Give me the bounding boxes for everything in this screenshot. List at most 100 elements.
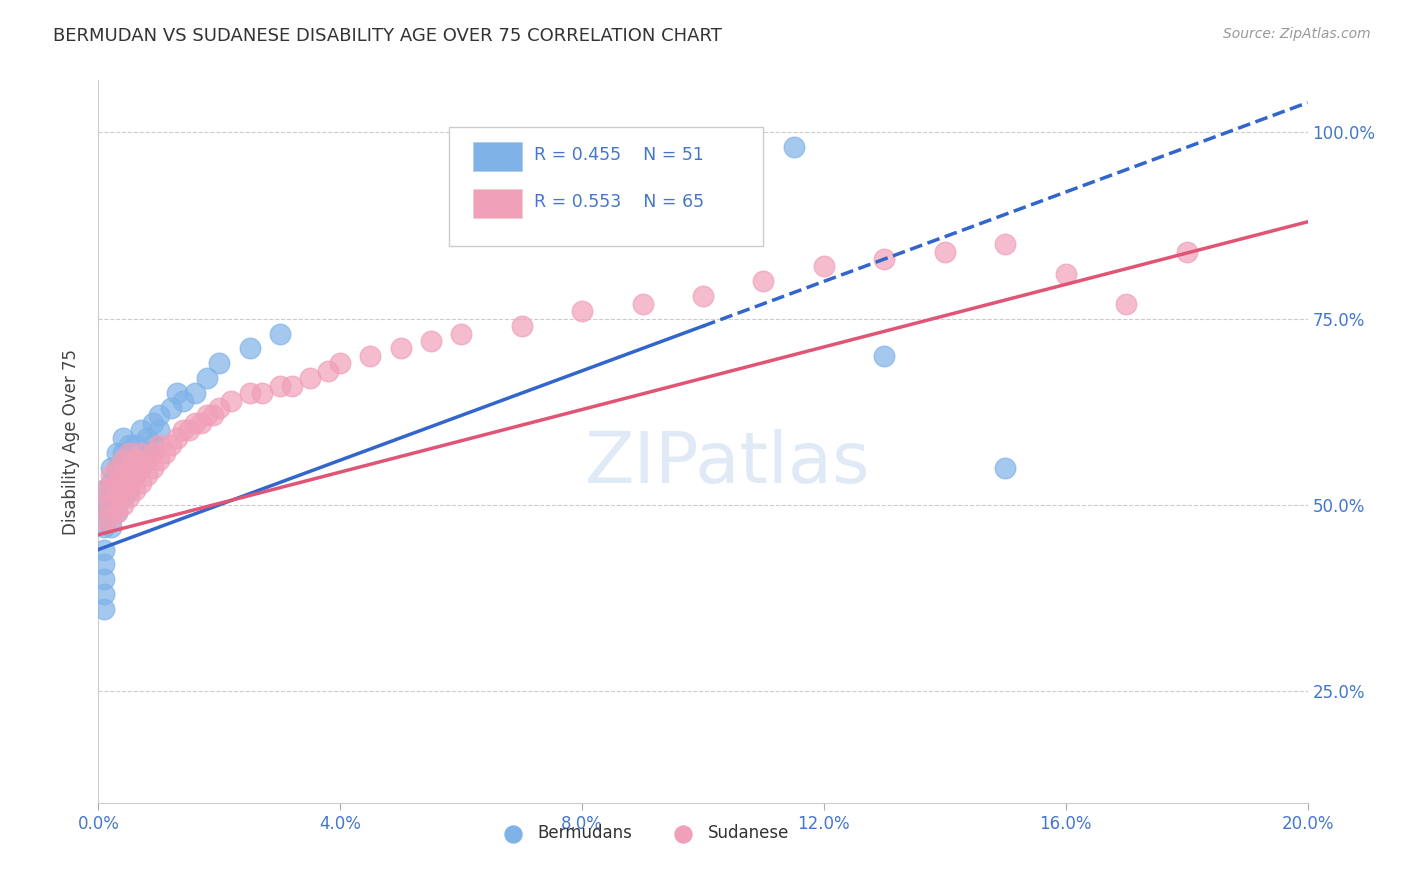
Point xyxy=(105,491,128,505)
Point xyxy=(100,475,122,490)
Point xyxy=(100,498,122,512)
Point xyxy=(142,460,165,475)
Point xyxy=(111,483,134,497)
Point xyxy=(269,378,291,392)
Text: ZIPatlas: ZIPatlas xyxy=(585,429,870,498)
Point xyxy=(172,423,194,437)
Point xyxy=(153,446,176,460)
Point xyxy=(239,342,262,356)
Point xyxy=(269,326,291,341)
Point xyxy=(873,252,896,266)
Point xyxy=(1054,267,1077,281)
Point xyxy=(105,446,128,460)
Point xyxy=(148,409,170,423)
Point xyxy=(783,140,806,154)
Point xyxy=(129,475,152,490)
Point xyxy=(135,468,157,483)
Text: BERMUDAN VS SUDANESE DISABILITY AGE OVER 75 CORRELATION CHART: BERMUDAN VS SUDANESE DISABILITY AGE OVER… xyxy=(53,27,723,45)
Point xyxy=(631,297,654,311)
Point xyxy=(111,498,134,512)
Point xyxy=(93,483,115,497)
Point xyxy=(111,468,134,483)
Point xyxy=(93,520,115,534)
Point xyxy=(100,491,122,505)
Point xyxy=(93,498,115,512)
Point xyxy=(994,460,1017,475)
Point xyxy=(124,468,146,483)
Point xyxy=(118,446,141,460)
Point xyxy=(510,319,533,334)
FancyBboxPatch shape xyxy=(474,142,522,170)
Point xyxy=(329,356,352,370)
Point xyxy=(208,356,231,370)
Point xyxy=(93,558,115,572)
Point xyxy=(124,468,146,483)
Point xyxy=(105,475,128,490)
Point xyxy=(118,483,141,497)
Point xyxy=(571,304,593,318)
Point xyxy=(360,349,382,363)
Text: Source: ZipAtlas.com: Source: ZipAtlas.com xyxy=(1223,27,1371,41)
Point xyxy=(105,460,128,475)
Point xyxy=(873,349,896,363)
Point xyxy=(195,371,218,385)
Point xyxy=(129,460,152,475)
Point xyxy=(934,244,956,259)
Point xyxy=(129,460,152,475)
Point xyxy=(135,431,157,445)
Point xyxy=(111,475,134,490)
Point xyxy=(105,505,128,519)
Point xyxy=(105,491,128,505)
Point xyxy=(129,446,152,460)
Point xyxy=(190,416,212,430)
Point xyxy=(105,475,128,490)
Point xyxy=(813,260,835,274)
Point xyxy=(100,483,122,497)
Point xyxy=(160,401,183,415)
Point xyxy=(184,416,207,430)
Point xyxy=(118,438,141,452)
Point xyxy=(208,401,231,415)
Point xyxy=(93,572,115,586)
Point xyxy=(239,386,262,401)
Point xyxy=(160,438,183,452)
Point xyxy=(118,491,141,505)
Point xyxy=(250,386,273,401)
Point xyxy=(166,431,188,445)
Point xyxy=(129,446,152,460)
Point xyxy=(111,460,134,475)
Point xyxy=(221,393,243,408)
Point xyxy=(135,446,157,460)
Y-axis label: Disability Age Over 75: Disability Age Over 75 xyxy=(62,349,80,534)
Point xyxy=(179,423,201,437)
Point xyxy=(172,393,194,408)
Point xyxy=(195,409,218,423)
Point xyxy=(105,505,128,519)
Point xyxy=(93,513,115,527)
Point xyxy=(105,460,128,475)
Point xyxy=(450,326,472,341)
Point xyxy=(93,505,115,519)
Point xyxy=(118,468,141,483)
Point xyxy=(1115,297,1137,311)
Point xyxy=(1175,244,1198,259)
Point xyxy=(184,386,207,401)
Point xyxy=(148,453,170,467)
Point xyxy=(166,386,188,401)
Point xyxy=(124,438,146,452)
Point xyxy=(93,498,115,512)
Point xyxy=(118,453,141,467)
Point xyxy=(111,431,134,445)
Point xyxy=(316,364,339,378)
FancyBboxPatch shape xyxy=(449,128,763,246)
Point xyxy=(118,460,141,475)
Point xyxy=(135,453,157,467)
Point xyxy=(93,587,115,601)
Point xyxy=(142,438,165,452)
Point xyxy=(692,289,714,303)
Point xyxy=(100,468,122,483)
Point xyxy=(93,602,115,616)
Point xyxy=(994,237,1017,252)
Point xyxy=(124,453,146,467)
Point xyxy=(752,274,775,288)
